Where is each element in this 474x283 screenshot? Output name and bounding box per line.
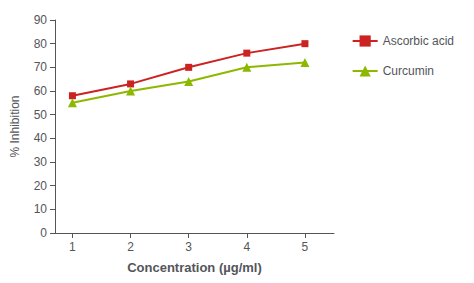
svg-text:% Inhibition: % Inhibition [8, 95, 22, 157]
svg-text:Concentration (µg/ml): Concentration (µg/ml) [127, 260, 262, 275]
svg-text:10: 10 [34, 202, 48, 216]
svg-text:0: 0 [40, 226, 47, 240]
svg-text:40: 40 [34, 131, 48, 145]
svg-text:60: 60 [34, 84, 48, 98]
svg-text:5: 5 [302, 240, 309, 254]
svg-text:3: 3 [185, 240, 192, 254]
svg-text:Ascorbic acid: Ascorbic acid [383, 34, 454, 48]
svg-text:4: 4 [243, 240, 250, 254]
svg-text:20: 20 [34, 179, 48, 193]
svg-text:80: 80 [34, 37, 48, 51]
svg-text:70: 70 [34, 60, 48, 74]
svg-text:1: 1 [69, 240, 76, 254]
svg-text:30: 30 [34, 155, 48, 169]
svg-text:50: 50 [34, 108, 48, 122]
svg-text:Curcumin: Curcumin [383, 64, 434, 78]
svg-text:2: 2 [127, 240, 134, 254]
svg-text:90: 90 [34, 13, 48, 27]
